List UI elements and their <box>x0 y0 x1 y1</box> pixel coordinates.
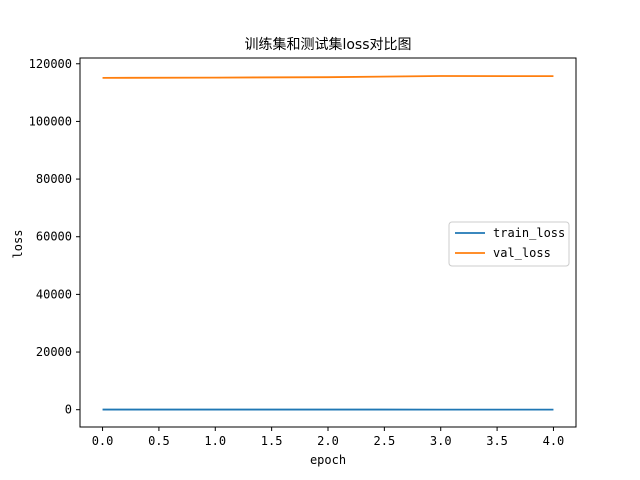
legend-label: train_loss <box>493 226 565 240</box>
x-tick-label: 1.5 <box>261 434 283 448</box>
x-tick-label: 0.0 <box>92 434 114 448</box>
y-tick-label: 120000 <box>29 57 72 71</box>
x-tick-label: 4.0 <box>543 434 565 448</box>
y-tick-label: 40000 <box>36 287 72 301</box>
x-tick-label: 0.5 <box>148 434 170 448</box>
x-tick-label: 1.0 <box>204 434 226 448</box>
series-line-val-loss <box>102 75 554 79</box>
chart-title: 训练集和测试集loss对比图 <box>244 36 411 53</box>
x-tick-label: 3.0 <box>430 434 452 448</box>
x-tick-label: 2.5 <box>374 434 396 448</box>
legend-label: val_loss <box>493 246 551 260</box>
y-tick-label: 0 <box>65 403 72 417</box>
y-axis: 0 20000 40000 60000 80000 100000 120000 <box>29 57 80 417</box>
x-tick-label: 3.5 <box>486 434 508 448</box>
x-axis: 0.0 0.5 1.0 1.5 2.0 2.5 3.0 3.5 4.0 <box>92 427 565 448</box>
legend: train_loss val_loss <box>448 221 570 267</box>
y-axis-label: loss <box>11 230 25 259</box>
series-layer <box>102 75 554 411</box>
y-tick-label: 20000 <box>36 345 72 359</box>
x-axis-label: epoch <box>310 453 346 467</box>
x-tick-label: 2.0 <box>317 434 339 448</box>
y-tick-label: 80000 <box>36 172 72 186</box>
y-tick-label: 60000 <box>36 230 72 244</box>
y-tick-label: 100000 <box>29 114 72 128</box>
